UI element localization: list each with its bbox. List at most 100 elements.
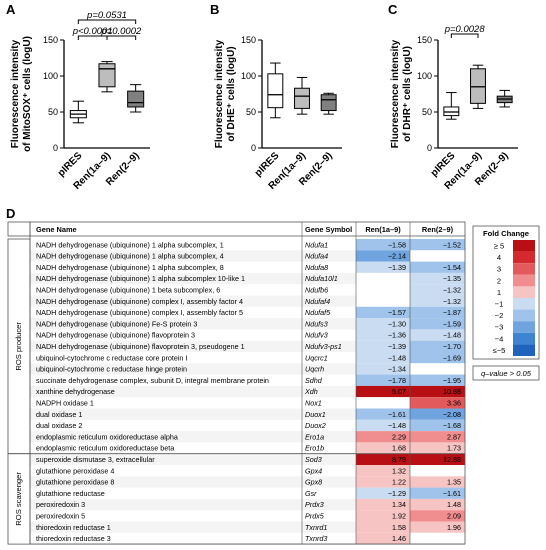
panel-letter: C (388, 2, 398, 17)
table-row: ubiquinol-cytochrome c reductase hinge p… (30, 363, 465, 375)
gene-name-cell: peroxiredoxin 5 (36, 512, 85, 521)
corner-cell (7, 221, 31, 237)
gene-symbol-cell: Uqcrc1 (305, 353, 328, 362)
fold-change-value: 1.73 (447, 444, 461, 453)
heat-cell-ren29 (410, 476, 465, 488)
heat-cell-ren29 (410, 532, 465, 545)
table-row: succinate dehydrogenase complex, subunit… (36, 374, 465, 386)
heat-cell-ren29 (410, 419, 465, 432)
heat-cell-ren29 (410, 272, 465, 285)
heat-cell-ren1a9 (356, 329, 410, 341)
gene-symbol-cell: Ero1b (305, 444, 324, 453)
fold-change-value: −1.39 (388, 342, 406, 351)
gene-name-cell: NADH dehydrogenase (ubiquinone) 1 alpha … (36, 252, 224, 261)
heat-cell-ren1a9 (356, 510, 410, 522)
significance-annotation: p=0.0531 (77, 10, 137, 24)
panel-letter: D (6, 206, 15, 221)
panel-b: B 0 50 100 150 Fluorescence intensity of DHE⁺ … (210, 2, 342, 192)
gene-symbol-cell: Ndufa8 (305, 263, 328, 272)
fold-change-value: 12.88 (443, 455, 461, 464)
heat-cell-ren1a9 (356, 284, 410, 296)
fold-change-value: −1.29 (388, 489, 406, 498)
table-row: glutathione peroxidase 8 Gpx8 1.22 1.35 (30, 476, 465, 488)
row-stripe (30, 318, 356, 330)
table-row: NADH dehydrogenase (ubiquinone) 1 alpha … (36, 239, 465, 251)
gene-name-cell: peroxiredoxin 3 (36, 500, 85, 509)
box-iqr (127, 90, 145, 108)
significance-bracket (450, 33, 479, 38)
table-row: peroxiredoxin 5 Prdx5 1.92 2.09 (36, 510, 465, 522)
heat-cell-ren1a9 (356, 239, 410, 251)
box-1 (98, 61, 116, 93)
legend-swatch (513, 309, 535, 322)
table-row: thioredoxin reductase 1 Txnrd1 1.58 1.96 (30, 521, 465, 533)
fold-change-value: 2.09 (447, 512, 461, 521)
legend-label: ≥ 5 (494, 242, 505, 251)
box-0 (69, 100, 87, 124)
heat-cell-ren29 (410, 487, 465, 499)
gene-name-cell: NADH dehydrogenase (ubiquinone) 1 alpha … (36, 263, 224, 272)
table-row: endoplasmic reticulum oxidoreductase alp… (30, 431, 465, 443)
gene-name-cell: succinate dehydrogenase complex, subunit… (36, 376, 269, 385)
row-stripe (30, 340, 356, 352)
heat-cell-ren29 (410, 453, 465, 465)
fold-change-value: 1.96 (447, 523, 461, 532)
legend-swatch (513, 274, 535, 287)
y-tick-label: 100 (417, 71, 432, 81)
box-iqr (267, 73, 284, 109)
p-value-label: p=0.0002 (100, 26, 142, 37)
legend-swatch (513, 321, 535, 333)
table-row: thioredoxin reductase 3 Txnrd3 1.46 (36, 532, 465, 545)
box-iqr (443, 106, 460, 117)
gene-name-cell: endoplasmic reticulum oxidoreductase bet… (36, 444, 174, 453)
fold-change-value: −1.58 (388, 240, 406, 249)
y-axis-label: Fluorescence intensity (10, 39, 21, 148)
legend-label: 4 (497, 253, 501, 262)
legend-swatch (513, 263, 535, 275)
y-tick-label: 150 (417, 35, 432, 45)
fold-change-value: −1.36 (388, 331, 406, 340)
heat-cell-ren1a9 (356, 419, 410, 432)
gene-name-cell: ubiquinol-cytochrome c reductase hinge p… (36, 365, 187, 374)
gene-name-cell: glutathione peroxidase 4 (36, 466, 114, 475)
heat-cell-ren1a9 (356, 532, 410, 545)
fold-change-value: −1.57 (388, 308, 406, 317)
row-stripe (30, 272, 356, 285)
table-row: ubiquinol-cytochrome c reductase core pr… (36, 352, 465, 364)
panel-letter: B (210, 2, 219, 17)
legend-swatch (513, 344, 535, 356)
fold-change-value: 3.36 (447, 399, 461, 408)
column-header-ren1a9: Ren(1a–9) (365, 225, 401, 234)
table-row: NADH dehydrogenase (ubiquinone) complex … (30, 295, 465, 307)
heat-cell-ren1a9 (356, 306, 410, 319)
fold-change-value: −1.61 (443, 489, 461, 498)
row-stripe (30, 431, 356, 443)
heat-cell-ren29 (410, 442, 465, 454)
y-tick-label: 0 (53, 143, 58, 153)
fold-change-value: 1.58 (392, 523, 406, 532)
gene-symbol-cell: Ndufa4 (305, 252, 328, 261)
panel-a: A 0 50 100 150 Fluorescence intensity of MitoS… (6, 2, 150, 192)
table-row: NADPH oxidase 1 Nox1 3.36 (36, 397, 465, 409)
fold-change-legend: Fold Change ≥ 5 4 3 2 1 −1 −2 −3 −4 ≤−5 q–value > 0… (472, 225, 540, 381)
table-row: NADH dehydrogenase (ubiquinone) 1 beta s… (36, 284, 465, 296)
y-axis-label: of DHR⁺ cells (logU) (402, 46, 413, 142)
box-iqr (470, 68, 486, 104)
heat-cell-ren29 (410, 465, 465, 477)
fold-change-value: 10.88 (443, 387, 461, 396)
fold-change-value: −1.78 (388, 376, 406, 385)
legend-label: 2 (497, 276, 501, 285)
heat-cell-ren1a9 (356, 385, 410, 398)
column-header-gene-symbol: Gene Symbol (305, 225, 352, 234)
heat-cell-ren1a9 (356, 397, 410, 409)
gene-name-cell: NADH dehydrogenase (ubiquinone) complex … (36, 297, 243, 306)
row-stripe (30, 521, 356, 533)
heat-cell-ren1a9 (356, 340, 410, 352)
heat-cell-ren29 (410, 239, 465, 251)
y-tick-label: 50 (422, 107, 432, 117)
row-stripe (30, 250, 356, 262)
y-tick-label: 150 (241, 35, 256, 45)
group-label: ROS scavenger (14, 472, 23, 526)
y-tick-label: 150 (43, 35, 58, 45)
y-axis-label: of MitoSOX⁺ cells (logU) (22, 36, 33, 152)
